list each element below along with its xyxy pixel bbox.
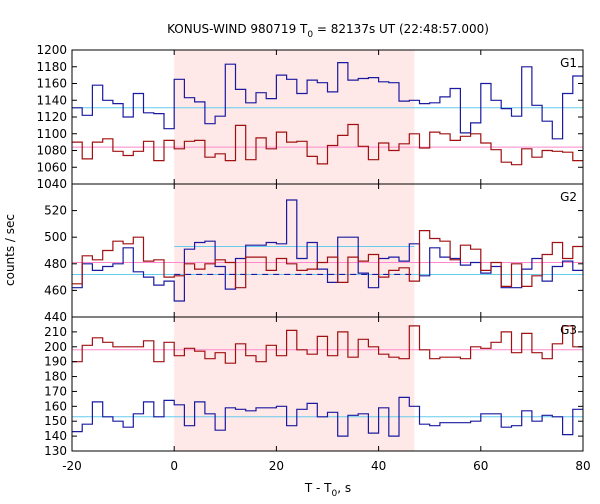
- panel-g1-series-2: [72, 123, 583, 166]
- chart-title-subscript: 0: [307, 30, 313, 40]
- panel-g2-label: G2: [560, 190, 577, 204]
- y-axis-label: counts / sec: [3, 214, 17, 286]
- panel-g2-y-tick-label: 480: [44, 257, 67, 271]
- panel-g3-series-1: [72, 325, 583, 364]
- panel-g1-y-tick-label: 1160: [36, 77, 67, 91]
- x-axis-label-rest: , s: [337, 481, 351, 495]
- panel-g2-y-tick-label: 500: [44, 230, 67, 244]
- chart-title-main: KONUS-WIND 980719 T: [167, 22, 308, 36]
- panel-g3-y-tick-label: 190: [44, 355, 67, 369]
- panel-g2-series-2: [72, 230, 583, 289]
- x-tick-label: 80: [575, 459, 590, 473]
- panel-g3-y-tick-label: 150: [44, 414, 67, 428]
- x-tick-label: 60: [473, 459, 488, 473]
- panel-g3-y-tick-label: 210: [44, 325, 67, 339]
- panel-g3-y-tick-label: 140: [44, 429, 67, 443]
- panel-g1-y-tick-label: 1040: [36, 177, 67, 191]
- panel-g3-y-tick-label: 160: [44, 399, 67, 413]
- panel-g1-label: G1: [560, 56, 577, 70]
- panel-g1-y-tick-label: 1100: [36, 127, 67, 141]
- panel-g1-y-tick-label: 1200: [36, 43, 67, 57]
- panel-g3-y-tick-label: 180: [44, 370, 67, 384]
- panel-g1-y-tick-label: 1080: [36, 144, 67, 158]
- burst-interval-shade: [174, 50, 415, 451]
- panel-g1-y-tick-label: 1060: [36, 160, 67, 174]
- panel-g3-label: G3: [560, 323, 577, 337]
- x-tick-label: 40: [371, 459, 386, 473]
- x-axis-label-main: T - T: [304, 481, 332, 495]
- panel-g1-y-tick-label: 1180: [36, 60, 67, 74]
- plot-layer: 1040 1060 1080 1100 1120 1140 1160 1180 1200 G1 44…: [36, 43, 590, 473]
- panel-g3-y-tick-label: 170: [44, 384, 67, 398]
- panel-g2-y-tick-label: 440: [44, 310, 67, 324]
- panel-g1-series-1: [72, 62, 583, 140]
- panel-g3-frame: [71, 316, 584, 452]
- x-tick-label: 0: [170, 459, 178, 473]
- x-axis-label: T - T0, s: [304, 481, 351, 499]
- panel-g2-y-tick-label: 520: [44, 204, 67, 218]
- panel-g1-y-tick-label: 1140: [36, 93, 67, 107]
- chart-title: KONUS-WIND 980719 T0 = 82137s UT (22:48:…: [167, 22, 489, 40]
- x-axis-label-subscript: 0: [332, 489, 338, 499]
- panel-g3-y-tick-label: 130: [44, 444, 67, 458]
- x-tick-label: 20: [269, 459, 284, 473]
- panel-g3-y-tick-label: 200: [44, 340, 67, 354]
- x-tick-label: -20: [62, 459, 82, 473]
- panel-g1-y-tick-label: 1120: [36, 110, 67, 124]
- chart-title-rest: = 82137s UT (22:48:57.000): [313, 22, 489, 36]
- panel-g3-series-2: [72, 396, 583, 437]
- panel-g2-y-tick-label: 460: [44, 283, 67, 297]
